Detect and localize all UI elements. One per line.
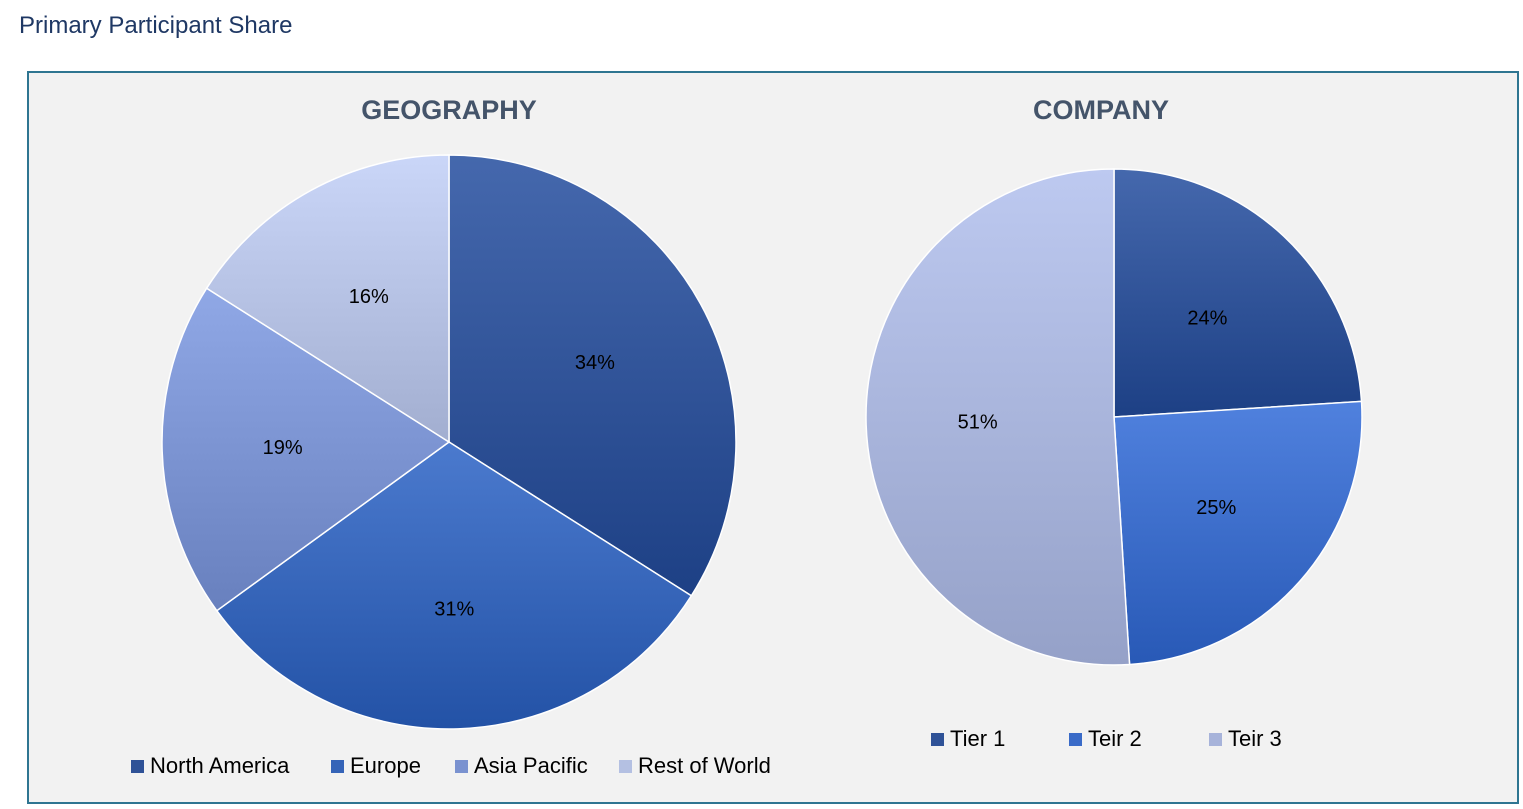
company-chart: COMPANY 24% 25% 51% Tier 1 Teir 2 Teir 3 [865,95,1363,751]
geography-slice-label-north-america: 34% [575,352,615,374]
geography-chart: GEOGRAPHY 34% 31% 19% 16% North America Europ… [131,95,771,778]
company-legend-label-teir-3: Teir 3 [1228,726,1282,751]
geography-legend-label-rest-of-world: Rest of World [638,753,771,778]
company-slice-label-teir-2: 25% [1196,497,1236,519]
geography-legend-swatch-asia-pacific [455,760,468,773]
geography-legend-label-north-america: North America [150,753,290,778]
charts-panel: GEOGRAPHY 34% 31% 19% 16% North America Europ… [27,71,1519,804]
company-legend-swatch-tier-1 [931,733,944,746]
geography-slice-europe [215,441,693,730]
geography-slice-label-asia-pacific: 19% [263,437,303,459]
company-legend-label-teir-2: Teir 2 [1088,726,1142,751]
geography-slice-rest-of-world [205,154,450,444]
geography-slice-north-america [448,154,737,597]
company-slice-teir-2 [1113,400,1363,666]
geography-legend-swatch-europe [331,760,344,773]
page-title: Primary Participant Share [19,12,293,39]
geography-legend-label-europe: Europe [350,753,421,778]
geography-slice-label-europe: 31% [434,598,474,620]
company-slice-tier-1 [1113,168,1363,418]
charts-canvas: GEOGRAPHY 34% 31% 19% 16% North America Europ… [131,95,1363,778]
company-slice-label-teir-3: 51% [958,411,998,433]
company-slice-teir-3 [865,168,1131,666]
company-legend-label-tier-1: Tier 1 [950,726,1005,751]
company-chart-title: COMPANY [1033,95,1169,125]
geography-legend-swatch-rest-of-world [619,760,632,773]
company-slice-label-tier-1: 24% [1187,308,1227,330]
geography-legend-swatch-north-america [131,760,144,773]
geography-slice-asia-pacific [161,287,451,612]
company-legend-swatch-teir-2 [1069,733,1082,746]
geography-chart-title: GEOGRAPHY [361,95,537,125]
geography-legend-label-asia-pacific: Asia Pacific [474,753,588,778]
company-legend-swatch-teir-3 [1209,733,1222,746]
geography-slice-label-rest-of-world: 16% [349,286,389,308]
